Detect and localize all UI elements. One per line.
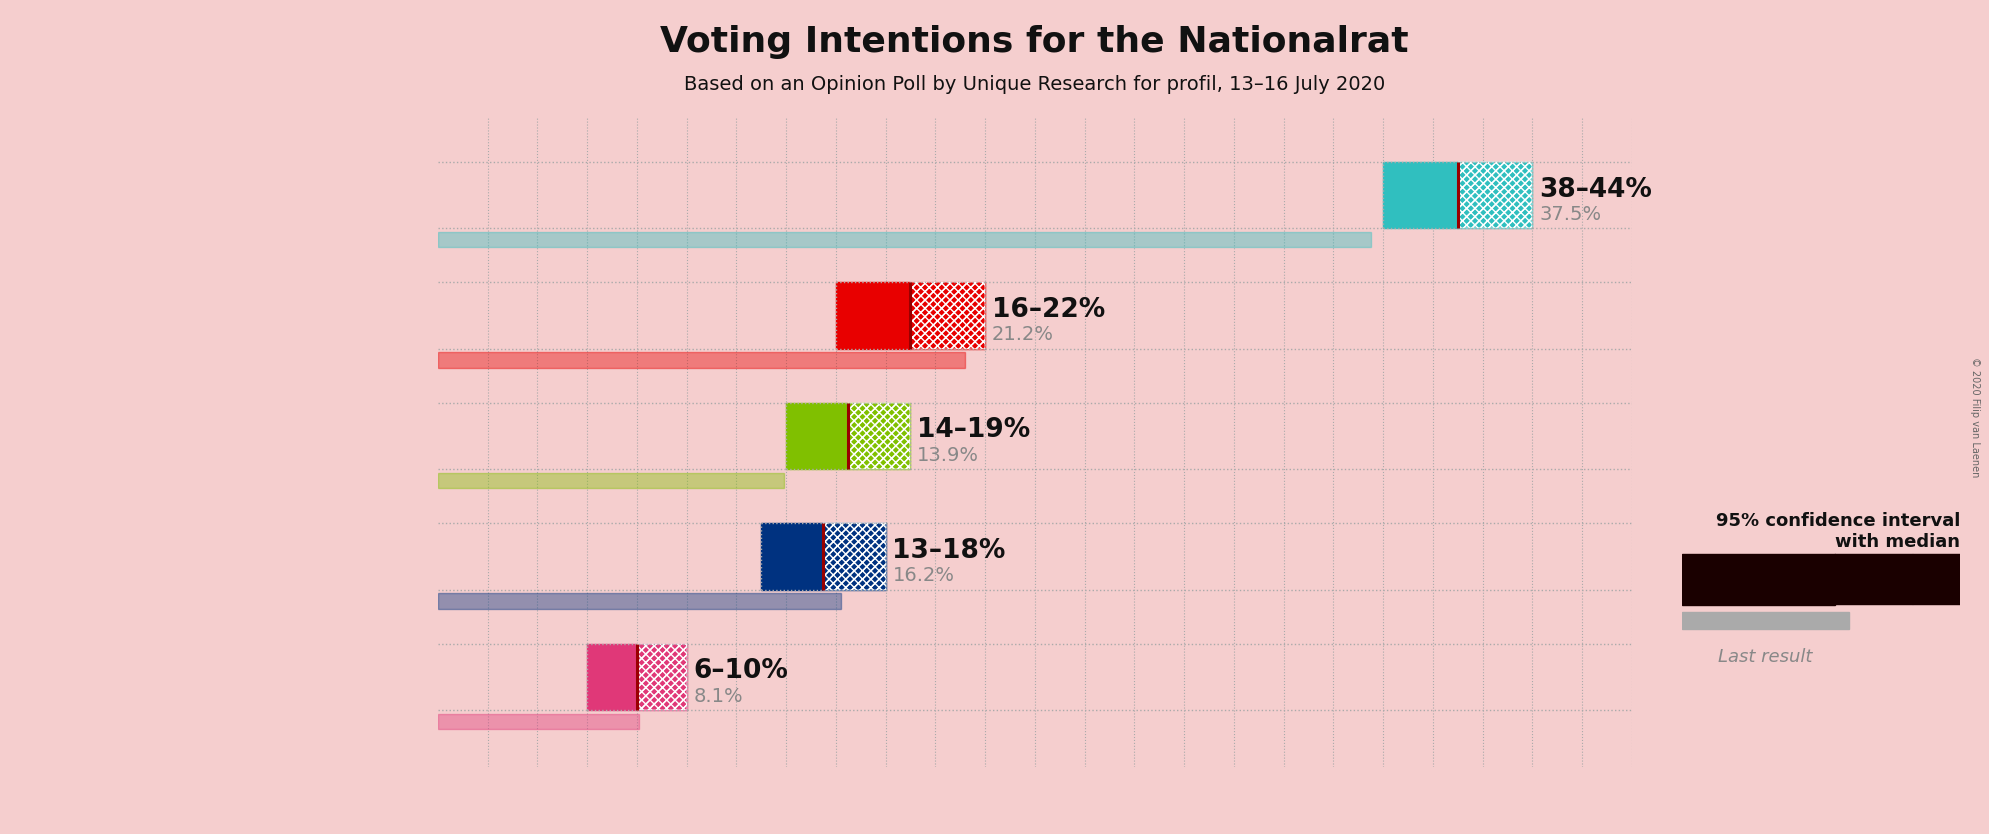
Bar [835,283,909,349]
Bar [1456,162,1532,229]
Bar [823,524,885,590]
Bar [438,593,839,609]
Bar [1456,162,1532,229]
Bar [1911,554,1959,605]
Text: 6–10%: 6–10% [692,658,788,685]
Text: 95% confidence interval
with median: 95% confidence interval with median [1715,512,1959,551]
Text: Voting Intentions for the Nationalrat: Voting Intentions for the Nationalrat [660,25,1408,59]
Bar [438,352,965,368]
Bar [786,403,847,469]
Bar [909,283,985,349]
Bar [1681,554,1834,605]
Text: 13–18%: 13–18% [891,538,1004,564]
Text: © 2020 Filip van Laenen: © 2020 Filip van Laenen [1969,357,1979,477]
Bar [438,714,638,729]
Bar [847,403,909,469]
Bar [847,403,909,469]
Bar [823,524,885,590]
Bar [909,283,985,349]
Bar [1382,162,1456,229]
Bar [823,524,885,590]
Bar [438,473,784,489]
Bar [636,644,686,710]
Text: 13.9%: 13.9% [917,446,979,465]
Bar [587,644,636,710]
Text: 38–44%: 38–44% [1537,177,1651,203]
Bar [1456,162,1532,229]
Bar [636,644,686,710]
Text: 21.2%: 21.2% [991,325,1054,344]
Bar [438,232,1370,248]
Text: 8.1%: 8.1% [692,687,742,706]
Text: Last result: Last result [1717,647,1812,666]
Bar [1681,612,1848,629]
Bar [909,283,985,349]
Bar [760,524,823,590]
Text: 16.2%: 16.2% [891,566,955,585]
Text: Based on an Opinion Poll by Unique Research for profil, 13–16 July 2020: Based on an Opinion Poll by Unique Resea… [684,75,1384,94]
Bar [847,403,909,469]
Text: 37.5%: 37.5% [1537,205,1601,224]
Bar [1834,554,1911,605]
Text: 14–19%: 14–19% [917,418,1030,444]
Bar [636,644,686,710]
Text: 16–22%: 16–22% [991,297,1104,323]
